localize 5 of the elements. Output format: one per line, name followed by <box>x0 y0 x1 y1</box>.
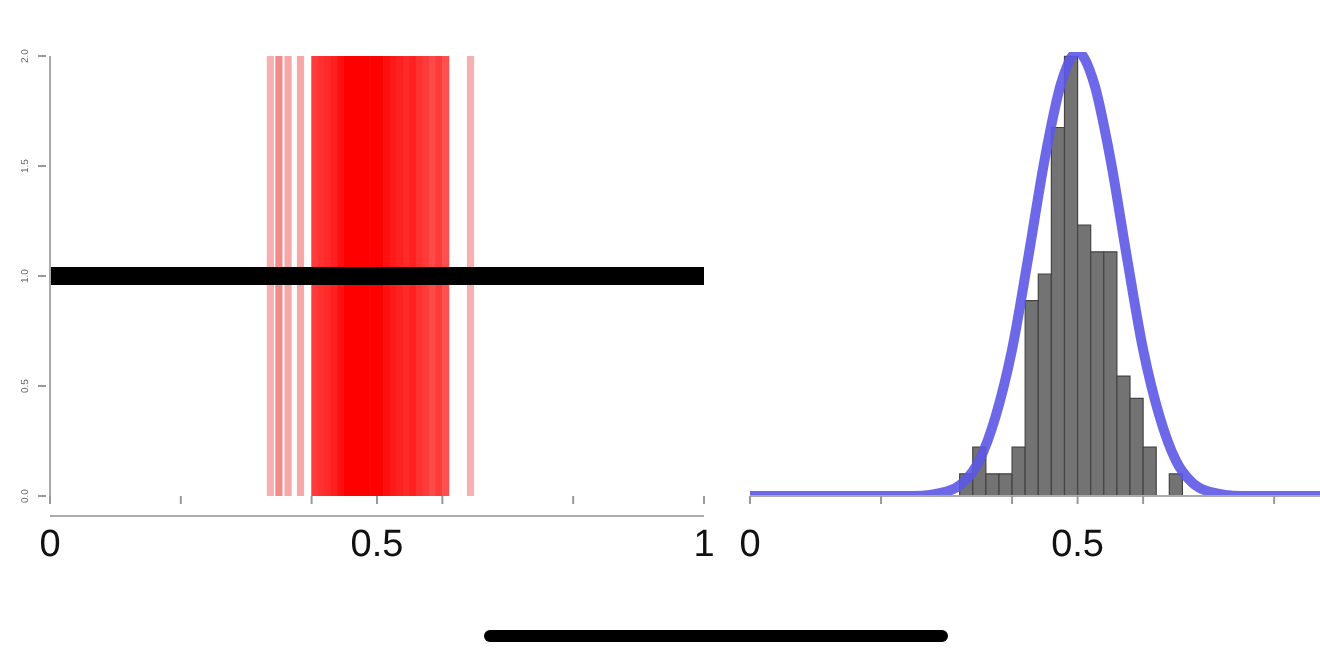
x-tick-label: 0 <box>39 524 61 566</box>
x-tick-label: 0.5 <box>1051 524 1105 566</box>
x-tick-label: 0.5 <box>350 524 404 566</box>
x-tick-label: 1 <box>693 524 715 566</box>
x-tick-label: 0 <box>739 524 761 566</box>
